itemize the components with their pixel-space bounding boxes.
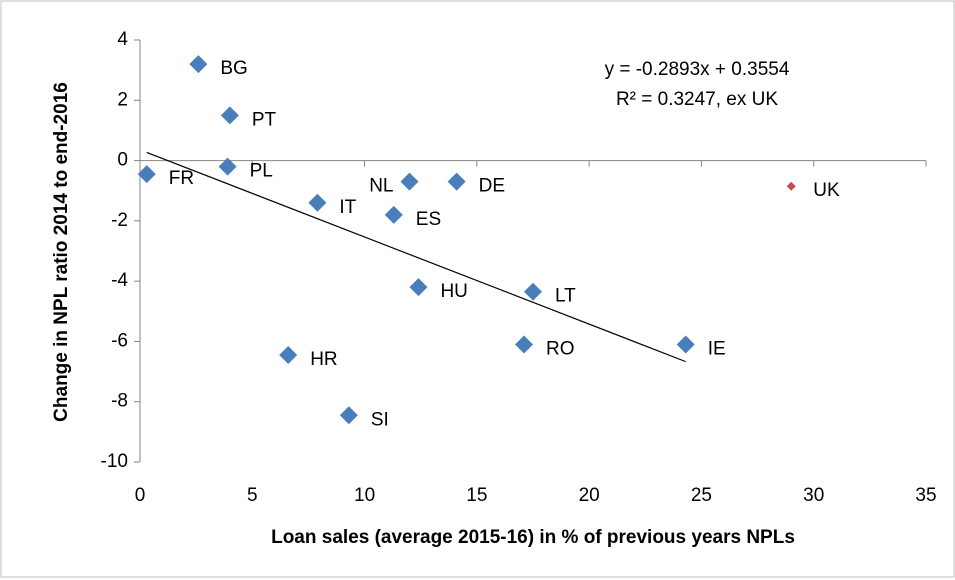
y-tick-label: 0 <box>117 150 128 171</box>
y-tick-label: 2 <box>117 89 128 110</box>
point-label: NL <box>369 176 393 197</box>
point-label: ES <box>416 209 441 230</box>
point <box>447 172 466 191</box>
trendline <box>146 151 686 363</box>
point <box>189 55 208 74</box>
point <box>676 335 695 354</box>
x-tick-label: 25 <box>691 485 712 506</box>
point-label: SI <box>371 409 389 430</box>
y-axis-title: Change in NPL ratio 2014 to end-2016 <box>51 82 72 422</box>
annotation: R² = 0.3247, ex UK <box>616 89 778 110</box>
x-axis-title: Loan sales (average 2015-16) in % of pre… <box>271 527 795 548</box>
point-label: PT <box>252 109 277 130</box>
point-label: IT <box>339 197 356 218</box>
point <box>515 335 534 354</box>
point-label: DE <box>479 176 505 197</box>
point-label: IE <box>708 338 726 359</box>
x-tick-label: 0 <box>135 485 146 506</box>
point <box>137 165 156 184</box>
y-tick-label: -2 <box>111 210 128 231</box>
point-label: PL <box>250 161 273 182</box>
point <box>308 193 327 212</box>
y-tick-label: -10 <box>101 451 128 472</box>
point <box>786 181 796 191</box>
point-label: HU <box>440 281 467 302</box>
x-tick-label: 5 <box>247 485 258 506</box>
point-label: RO <box>546 338 575 359</box>
point <box>220 106 239 125</box>
point <box>279 345 298 364</box>
point <box>400 172 419 191</box>
point-label: UK <box>813 180 840 201</box>
x-tick-label: 35 <box>915 485 936 506</box>
point <box>524 282 542 301</box>
x-tick-label: 15 <box>466 485 487 506</box>
y-tick-label: 4 <box>117 29 128 50</box>
x-tick-label: 20 <box>579 485 600 506</box>
point <box>339 406 358 425</box>
y-tick-label: -4 <box>111 270 128 291</box>
point-label: LT <box>555 286 576 307</box>
point-label: HR <box>310 349 337 370</box>
point <box>409 278 428 297</box>
x-tick-label: 10 <box>354 485 375 506</box>
point <box>384 205 403 224</box>
point <box>218 157 237 176</box>
y-tick-label: -6 <box>111 330 128 351</box>
x-tick-label: 30 <box>803 485 824 506</box>
y-tick-label: -8 <box>111 391 128 412</box>
point-label: FR <box>169 168 194 189</box>
point-label: BG <box>220 58 247 79</box>
annotation: y = -0.2893x + 0.3554 <box>605 59 790 80</box>
